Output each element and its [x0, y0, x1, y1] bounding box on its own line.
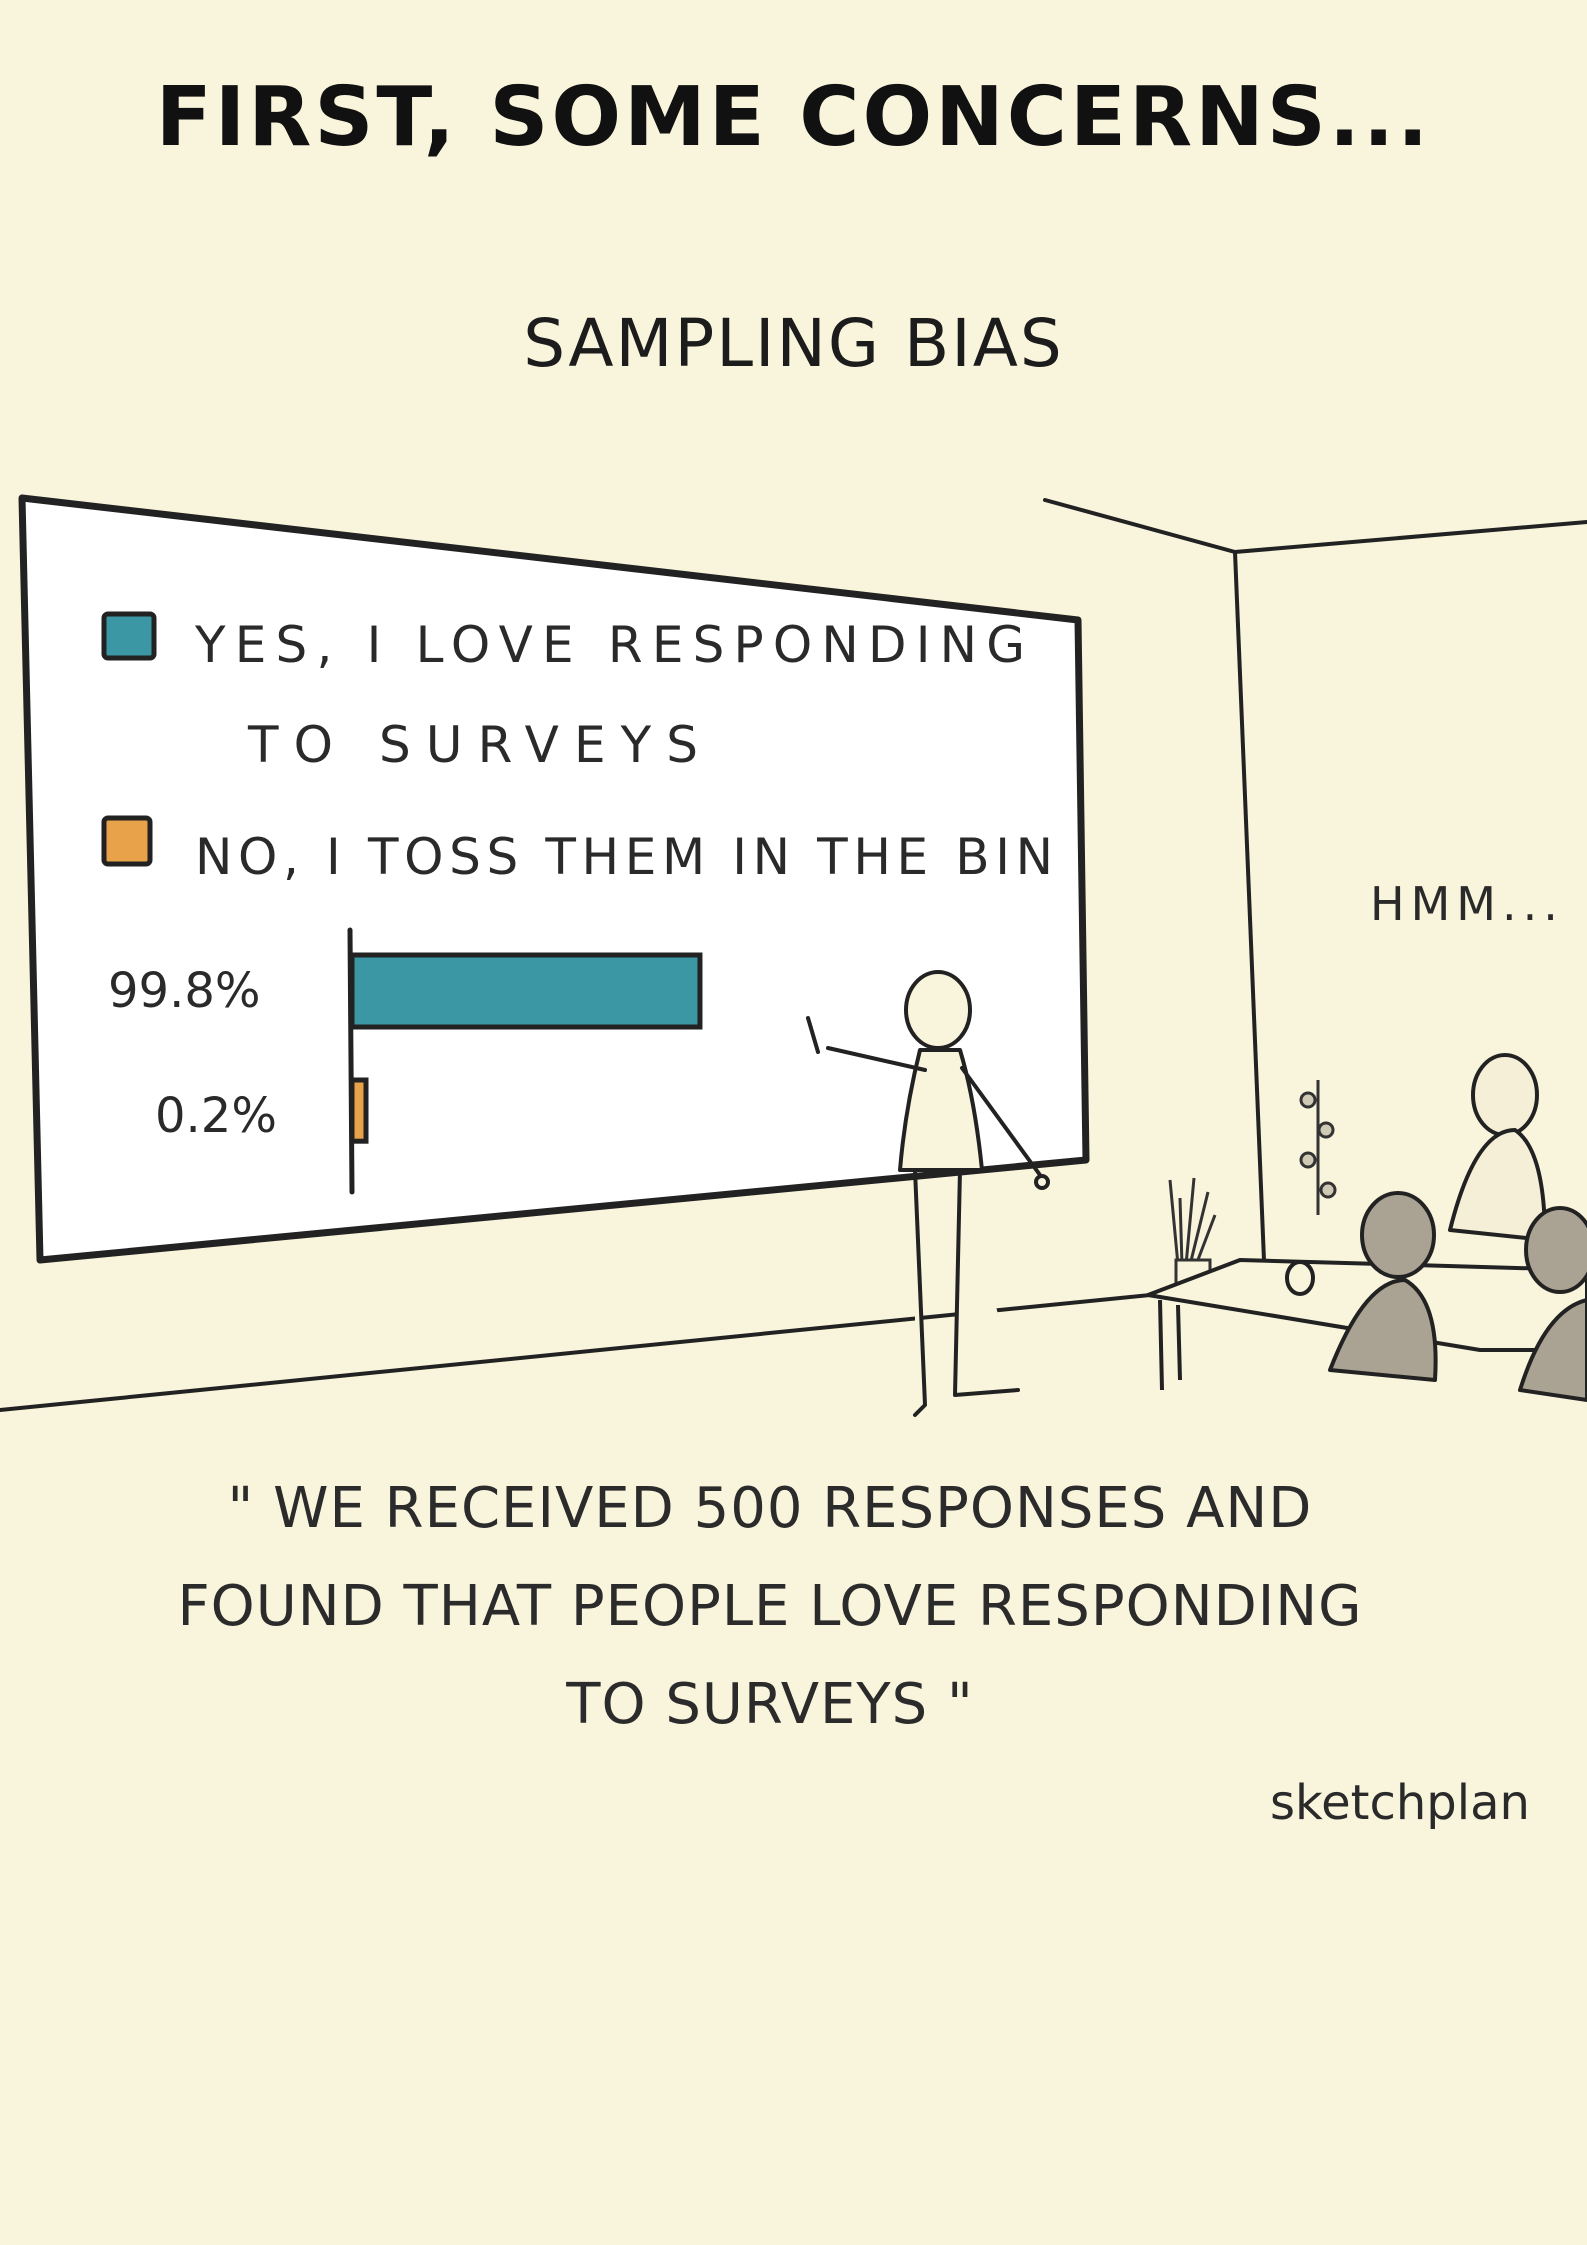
presenter-figure	[806, 970, 1050, 1417]
bar-value-label-no: 0.2%	[155, 1088, 277, 1144]
legend-swatch-yes	[101, 611, 157, 661]
audience-members	[1328, 1053, 1587, 1402]
speech-hmm: HMM...	[1370, 877, 1564, 931]
legend-label-no: NO, I TOSS THEM IN THE BIN	[195, 828, 1053, 886]
bar-yes	[349, 952, 703, 1030]
page-heading: FIRST, SOME CONCERNS...	[155, 70, 1432, 165]
presenter-quote: " WE RECEIVED 500 RESPONSES AND FOUND TH…	[90, 1460, 1450, 1754]
whiteboard	[18, 494, 1090, 1264]
quote-line-2: FOUND THAT PEOPLE LOVE RESPONDING	[177, 1574, 1363, 1639]
legend-label-yes-line1: YES, I LOVE RESPONDING	[194, 616, 1025, 674]
legend-swatch-no	[101, 815, 153, 867]
bar-value-label-yes: 99.8%	[108, 963, 260, 1019]
comic-illustration: YES, I LOVE RESPONDING TO SURVEYS NO, I …	[0, 494, 1587, 1417]
bar-no	[349, 1077, 369, 1144]
quote-line-1: " WE RECEIVED 500 RESPONSES AND	[227, 1476, 1313, 1541]
comic-title: SAMPLING BIAS	[523, 305, 1064, 382]
quote-line-3: TO SURVEYS "	[566, 1672, 974, 1737]
bar-chart: 99.8% 0.2%	[108, 927, 703, 1195]
artist-signature: sketchplan	[1270, 1775, 1530, 1831]
